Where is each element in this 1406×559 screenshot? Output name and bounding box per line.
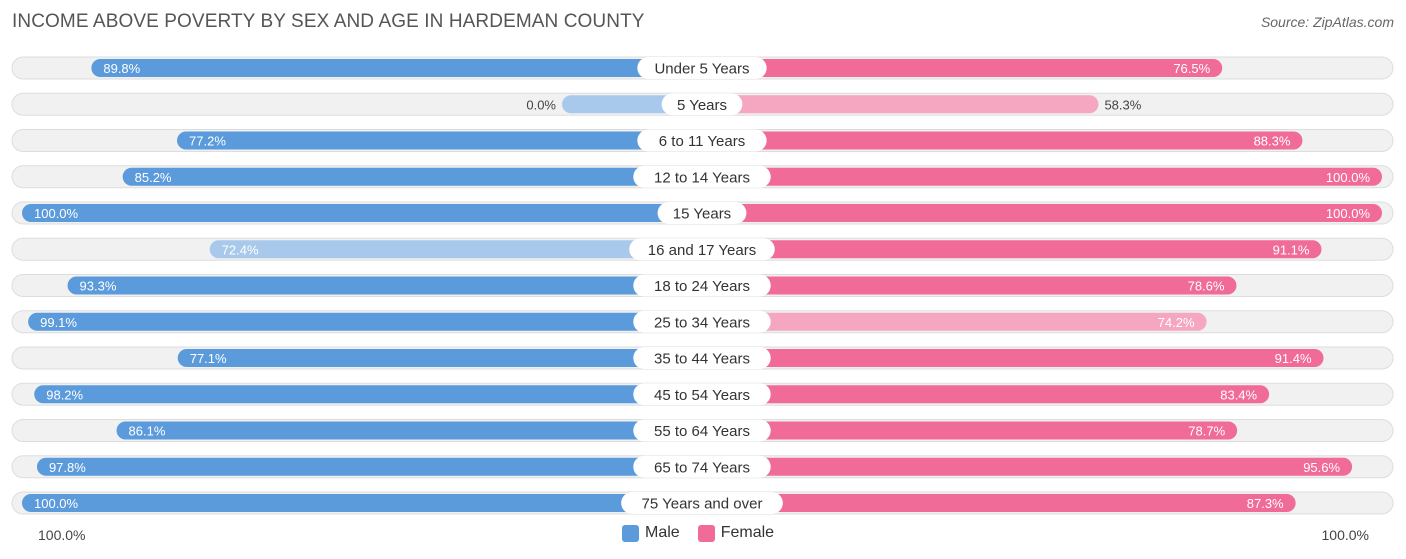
category-label: Under 5 Years bbox=[654, 61, 749, 78]
female-value-label: 88.3% bbox=[1254, 134, 1291, 149]
source-note: Source: ZipAtlas.com bbox=[1260, 14, 1394, 30]
female-bar bbox=[702, 312, 1207, 331]
female-bar bbox=[702, 59, 1223, 77]
male-value-label: 97.8% bbox=[49, 460, 86, 475]
female-bar bbox=[702, 385, 1270, 404]
female-bar bbox=[702, 349, 1324, 367]
female-value-label: 58.3% bbox=[1104, 97, 1141, 112]
category-pill bbox=[633, 347, 771, 369]
category-label: 75 Years and over bbox=[642, 496, 763, 513]
category-label: 5 Years bbox=[677, 97, 727, 114]
female-bar bbox=[702, 204, 1382, 222]
female-bar bbox=[702, 276, 1237, 295]
male-value-label: 72.4% bbox=[222, 242, 259, 257]
male-bar bbox=[209, 240, 702, 259]
category-label: 25 to 34 Years bbox=[654, 314, 750, 331]
category-pill bbox=[633, 310, 771, 333]
chart-canvas: 89.8% 76.5% Under 5 Years 0.0% 58.3% 5 Years 7… bbox=[11, 56, 1394, 515]
male-value-label: 99.1% bbox=[40, 315, 77, 330]
male-value-label: 85.2% bbox=[135, 170, 172, 185]
female-value-label: 74.2% bbox=[1158, 315, 1195, 330]
category-label: 12 to 14 Years bbox=[654, 169, 750, 186]
legend-female: Female bbox=[697, 524, 775, 542]
category-pill bbox=[633, 165, 771, 188]
category-pill bbox=[657, 202, 747, 224]
female-bar bbox=[702, 494, 1296, 512]
axis-left-label: 100.0% bbox=[38, 527, 86, 543]
female-bar bbox=[702, 457, 1353, 476]
male-bar bbox=[28, 312, 703, 331]
male-value-label: 77.1% bbox=[190, 351, 227, 366]
male-bar bbox=[177, 131, 703, 150]
chart-title: INCOME ABOVE POVERTY BY SEX AND AGE IN H… bbox=[12, 11, 645, 32]
legend: Male Female bbox=[622, 524, 792, 542]
category-pill bbox=[629, 238, 775, 261]
female-bar bbox=[702, 421, 1238, 440]
male-bar bbox=[67, 276, 702, 295]
legend-female-label: Female bbox=[720, 524, 775, 541]
male-value-label: 89.8% bbox=[103, 61, 140, 76]
category-label: 15 Years bbox=[673, 206, 731, 223]
female-value-label: 95.6% bbox=[1303, 460, 1340, 475]
category-pill bbox=[633, 455, 771, 478]
female-value-label: 100.0% bbox=[1326, 206, 1371, 221]
male-value-label: 100.0% bbox=[34, 206, 79, 221]
category-label: 35 to 44 Years bbox=[654, 351, 750, 368]
male-bar bbox=[34, 385, 703, 404]
male-value-label: 86.1% bbox=[129, 424, 166, 439]
category-label: 65 to 74 Years bbox=[654, 459, 750, 476]
category-label: 18 to 24 Years bbox=[654, 278, 750, 295]
male-bar bbox=[122, 167, 702, 186]
male-bar bbox=[177, 349, 703, 367]
female-value-label: 78.6% bbox=[1188, 279, 1225, 294]
category-pill bbox=[637, 129, 767, 152]
female-bar bbox=[702, 131, 1303, 150]
female-value-label: 76.5% bbox=[1173, 61, 1210, 76]
legend-male-swatch bbox=[622, 524, 639, 542]
male-bar bbox=[22, 204, 702, 222]
category-label: 55 to 64 Years bbox=[654, 423, 750, 440]
legend-female-swatch bbox=[697, 524, 715, 542]
female-bar bbox=[702, 240, 1322, 259]
male-value-label: 93.3% bbox=[80, 279, 117, 294]
male-value-label: 98.2% bbox=[46, 387, 83, 402]
female-value-label: 78.7% bbox=[1188, 424, 1225, 439]
male-value-label: 77.2% bbox=[189, 134, 226, 149]
legend-male: Male bbox=[622, 524, 680, 542]
male-bar bbox=[116, 421, 702, 440]
female-value-label: 100.0% bbox=[1326, 170, 1371, 185]
female-value-label: 91.1% bbox=[1273, 242, 1310, 257]
male-bar bbox=[91, 59, 703, 77]
female-value-label: 83.4% bbox=[1220, 387, 1257, 402]
category-label: 6 to 11 Years bbox=[659, 133, 745, 150]
male-bar bbox=[36, 457, 702, 476]
category-pill bbox=[633, 383, 771, 406]
male-value-label: 100.0% bbox=[34, 496, 79, 511]
female-bar bbox=[702, 95, 1099, 114]
female-bar bbox=[702, 167, 1382, 186]
category-pill bbox=[661, 93, 743, 116]
category-pill bbox=[633, 419, 771, 442]
male-bar bbox=[22, 494, 702, 512]
male-value-label: 0.0% bbox=[526, 97, 556, 112]
category-pill bbox=[633, 274, 771, 297]
female-value-label: 87.3% bbox=[1247, 496, 1284, 511]
category-pill bbox=[621, 492, 783, 514]
category-pill bbox=[637, 57, 767, 79]
legend-male-label: Male bbox=[645, 524, 680, 541]
female-value-label: 91.4% bbox=[1275, 351, 1312, 366]
category-label: 45 to 54 Years bbox=[654, 387, 750, 404]
category-label: 16 and 17 Years bbox=[648, 242, 756, 259]
axis-right-label: 100.0% bbox=[1321, 527, 1369, 543]
